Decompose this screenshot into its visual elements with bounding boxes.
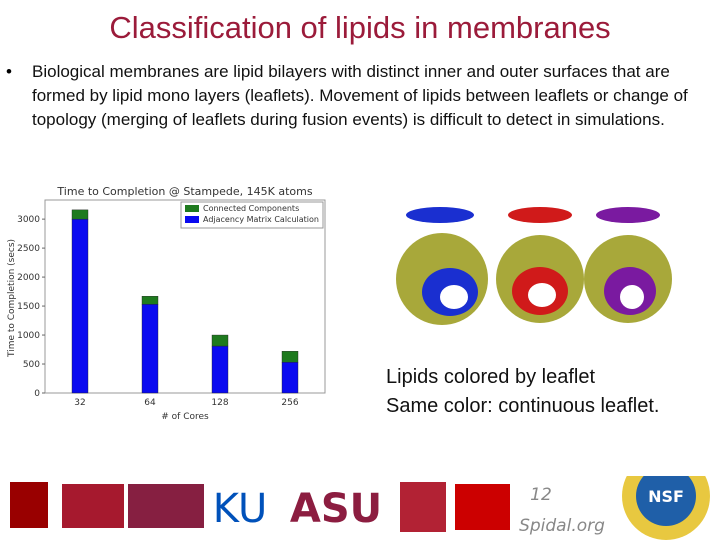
vesicle bbox=[496, 207, 584, 323]
legend-label: Connected Components bbox=[203, 204, 299, 213]
logo: KU bbox=[213, 486, 267, 532]
y-axis-label: Time to Completion (secs) bbox=[7, 239, 17, 358]
bullet-text: Biological membranes are lipid bilayers … bbox=[32, 62, 688, 129]
caption: Lipids colored by leaflet bbox=[386, 366, 596, 388]
logo bbox=[10, 482, 48, 528]
bar-segment bbox=[141, 296, 159, 305]
legend-box bbox=[180, 201, 324, 229]
bar-segment bbox=[211, 334, 229, 347]
bullet-dot: • bbox=[6, 62, 12, 81]
y-tick-label: 0 bbox=[34, 389, 40, 399]
footer: Spidal.org bbox=[519, 516, 605, 536]
bar-segment bbox=[281, 362, 299, 394]
vesicle bbox=[396, 207, 488, 325]
y-tick-label: 3000 bbox=[17, 215, 40, 225]
y-tick-label: 1000 bbox=[17, 331, 40, 341]
bar-segment bbox=[141, 304, 159, 394]
slide-title: Classification of lipids in membranes bbox=[109, 10, 611, 45]
logo-row: KU ASU 12 Spidal.org NSF bbox=[10, 476, 710, 540]
x-tick-label: 64 bbox=[144, 398, 156, 408]
x-tick-label: 128 bbox=[211, 398, 228, 408]
plot-area bbox=[44, 199, 326, 394]
page-number: 12 bbox=[530, 485, 552, 505]
logo: ASU bbox=[290, 486, 382, 532]
y-tick-label: 500 bbox=[23, 360, 40, 370]
y-tick-label: 1500 bbox=[17, 302, 40, 312]
logo bbox=[636, 476, 696, 526]
x-tick-label: 32 bbox=[74, 398, 85, 408]
y-tick-label: 2500 bbox=[17, 244, 40, 254]
logo bbox=[62, 484, 124, 528]
legend-swatch bbox=[185, 205, 199, 212]
caption: Same color: continuous leaflet. bbox=[386, 395, 660, 417]
bar-segment bbox=[71, 218, 89, 394]
x-axis-label: # of Cores bbox=[161, 412, 209, 422]
y-tick-label: 2000 bbox=[17, 273, 40, 283]
chart-title: Time to Completion @ Stampede, 145K atom… bbox=[56, 185, 312, 198]
vesicle bbox=[584, 207, 672, 323]
logo bbox=[455, 484, 510, 530]
chart: Time to Completion @ Stampede, 145K atom… bbox=[0, 178, 365, 426]
bar-segment bbox=[281, 351, 299, 363]
logo bbox=[400, 482, 446, 532]
legend-label: Adjacency Matrix Calculation bbox=[203, 215, 319, 224]
legend-swatch bbox=[185, 216, 199, 223]
logo bbox=[128, 484, 204, 528]
logo: NSF bbox=[648, 487, 684, 506]
bar-segment bbox=[71, 209, 89, 220]
bar-segment bbox=[211, 345, 229, 394]
lipid-image bbox=[378, 167, 700, 353]
x-tick-label: 256 bbox=[281, 398, 298, 408]
